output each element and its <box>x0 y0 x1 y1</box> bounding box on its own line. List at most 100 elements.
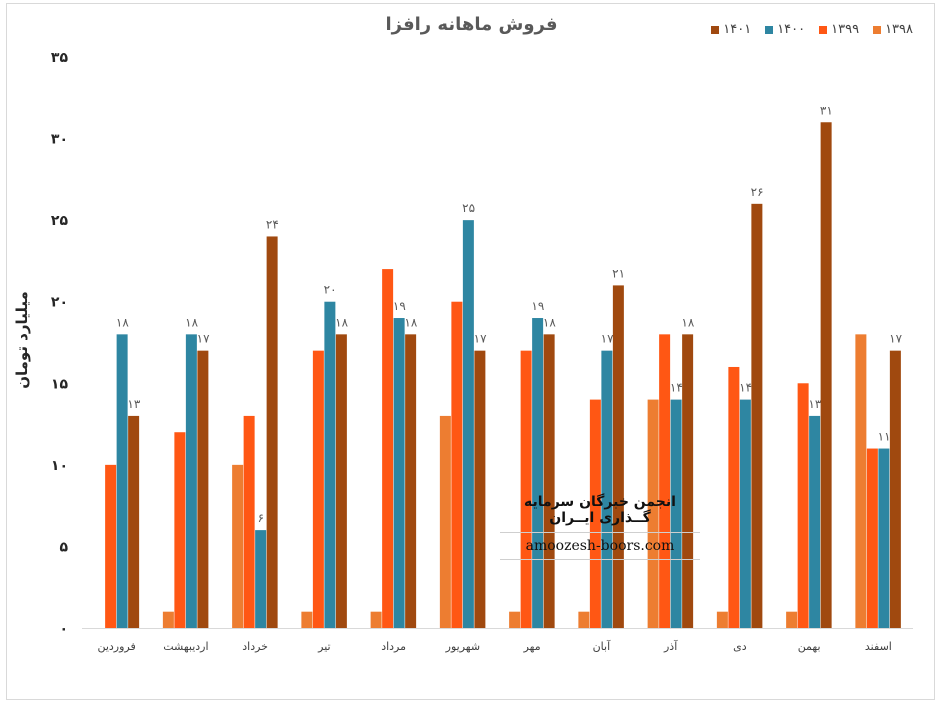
bar <box>728 366 740 628</box>
x-tick-label: اردیبهشت <box>163 640 208 653</box>
bar <box>751 203 763 629</box>
data-label: ۱۱ <box>878 430 891 444</box>
bar <box>659 334 671 628</box>
legend-item-series-4: ۱۴۰۱ <box>711 22 751 37</box>
data-label: ۲۱ <box>612 266 625 280</box>
bar <box>878 448 890 628</box>
bar <box>855 334 867 628</box>
bar <box>439 415 451 628</box>
y-tick-label: ۲۰ <box>51 295 68 311</box>
data-label: ۲۴ <box>266 217 279 231</box>
legend-swatch-series-3 <box>765 25 774 34</box>
legend-item-series-2: ۱۳۹۹ <box>819 22 859 37</box>
data-label: ۱۷ <box>889 332 902 346</box>
bar <box>105 464 117 628</box>
bar <box>543 334 555 628</box>
bar <box>312 350 324 628</box>
data-label: ۱۷ <box>197 332 210 346</box>
legend-swatch-series-1 <box>873 25 882 34</box>
data-label: ۱۴ <box>739 381 752 395</box>
watermark-site: amoozesh-boors.com <box>500 533 700 560</box>
y-tick-label: ۵ <box>59 539 68 555</box>
bar <box>889 350 901 628</box>
data-label: ۱۴ <box>670 381 683 395</box>
chart-title: فروش ماهانه رافزا <box>385 14 558 35</box>
data-label: ۲۰ <box>324 283 337 297</box>
bar <box>393 318 405 628</box>
data-label: ۱۸ <box>185 315 198 329</box>
bar <box>335 334 347 628</box>
x-tick-label: مرداد <box>381 640 406 653</box>
bar <box>266 236 278 628</box>
data-label: ۱۷ <box>474 332 487 346</box>
bar <box>405 334 417 628</box>
x-tick-label: خرداد <box>242 640 268 653</box>
data-label: ۱۸ <box>681 315 694 329</box>
bar <box>462 220 474 628</box>
bar <box>382 269 394 628</box>
data-label: ۱۸ <box>335 315 348 329</box>
data-label: ۱۳ <box>808 397 821 411</box>
x-tick-label: مهر <box>523 640 541 653</box>
bar <box>324 301 336 628</box>
data-label: ۱۷ <box>601 332 614 346</box>
legend-label-series-2: ۱۳۹۹ <box>831 22 860 37</box>
legend-swatch-series-2 <box>819 25 828 34</box>
bar <box>601 350 613 628</box>
bar <box>866 448 878 628</box>
x-tick-label: اسفند <box>865 640 892 653</box>
x-tick-label: آبان <box>593 639 611 653</box>
data-label: ۱۳ <box>127 397 140 411</box>
bar <box>255 530 267 628</box>
bar <box>162 611 174 628</box>
bar <box>739 399 751 628</box>
bar <box>578 611 590 628</box>
bar <box>797 383 809 628</box>
bar <box>716 611 728 628</box>
bar <box>174 432 186 628</box>
bar <box>185 334 197 628</box>
legend-item-series-1: ۱۳۹۸ <box>873 22 913 37</box>
watermark: انجمن خبرگان سرمایه گــذاری ایــران amoo… <box>500 494 700 560</box>
data-label: ۱۹ <box>531 299 544 313</box>
x-tick-label: شهریور <box>445 640 480 653</box>
legend-swatch-series-4 <box>711 25 720 34</box>
bar <box>820 122 832 628</box>
x-tick-label: آذر <box>663 639 678 653</box>
data-label: ۱۸ <box>543 315 556 329</box>
x-tick-label: تیر <box>317 640 330 653</box>
data-label: ۱۸ <box>116 315 129 329</box>
bar <box>647 399 659 628</box>
legend-label-series-3: ۱۴۰۰ <box>777 22 806 37</box>
bar <box>520 350 532 628</box>
bar <box>509 611 521 628</box>
data-label: ۲۵ <box>462 201 475 215</box>
bar <box>243 415 255 628</box>
y-tick-label: ۰ <box>59 621 68 637</box>
data-label: ۳۱ <box>820 103 833 117</box>
bar <box>370 611 382 628</box>
data-label: ۶ <box>258 511 264 525</box>
legend-label-series-4: ۱۴۰۱ <box>723 22 752 37</box>
data-label: ۱۹ <box>393 299 406 313</box>
data-label: ۲۶ <box>751 185 764 199</box>
bar <box>682 334 694 628</box>
bar <box>809 415 821 628</box>
y-tick-label: ۳۰ <box>51 132 68 148</box>
x-tick-label: دی <box>733 640 747 653</box>
bar <box>128 415 140 628</box>
y-tick-label: ۱۵ <box>51 376 69 392</box>
legend: ۱۳۹۸ ۱۳۹۹ ۱۴۰۰ ۱۴۰۱ <box>711 22 913 37</box>
bar <box>232 464 244 628</box>
bar <box>532 318 544 628</box>
bar <box>301 611 313 628</box>
legend-item-series-3: ۱۴۰۰ <box>765 22 805 37</box>
bar <box>670 399 682 628</box>
bar <box>589 399 601 628</box>
y-tick-label: ۲۵ <box>51 213 69 229</box>
watermark-name: انجمن خبرگان سرمایه گــذاری ایــران <box>500 494 700 533</box>
bar <box>451 301 463 628</box>
x-tick-label: بهمن <box>798 640 821 653</box>
bar <box>197 350 209 628</box>
y-tick-label: ۳۵ <box>51 50 69 66</box>
